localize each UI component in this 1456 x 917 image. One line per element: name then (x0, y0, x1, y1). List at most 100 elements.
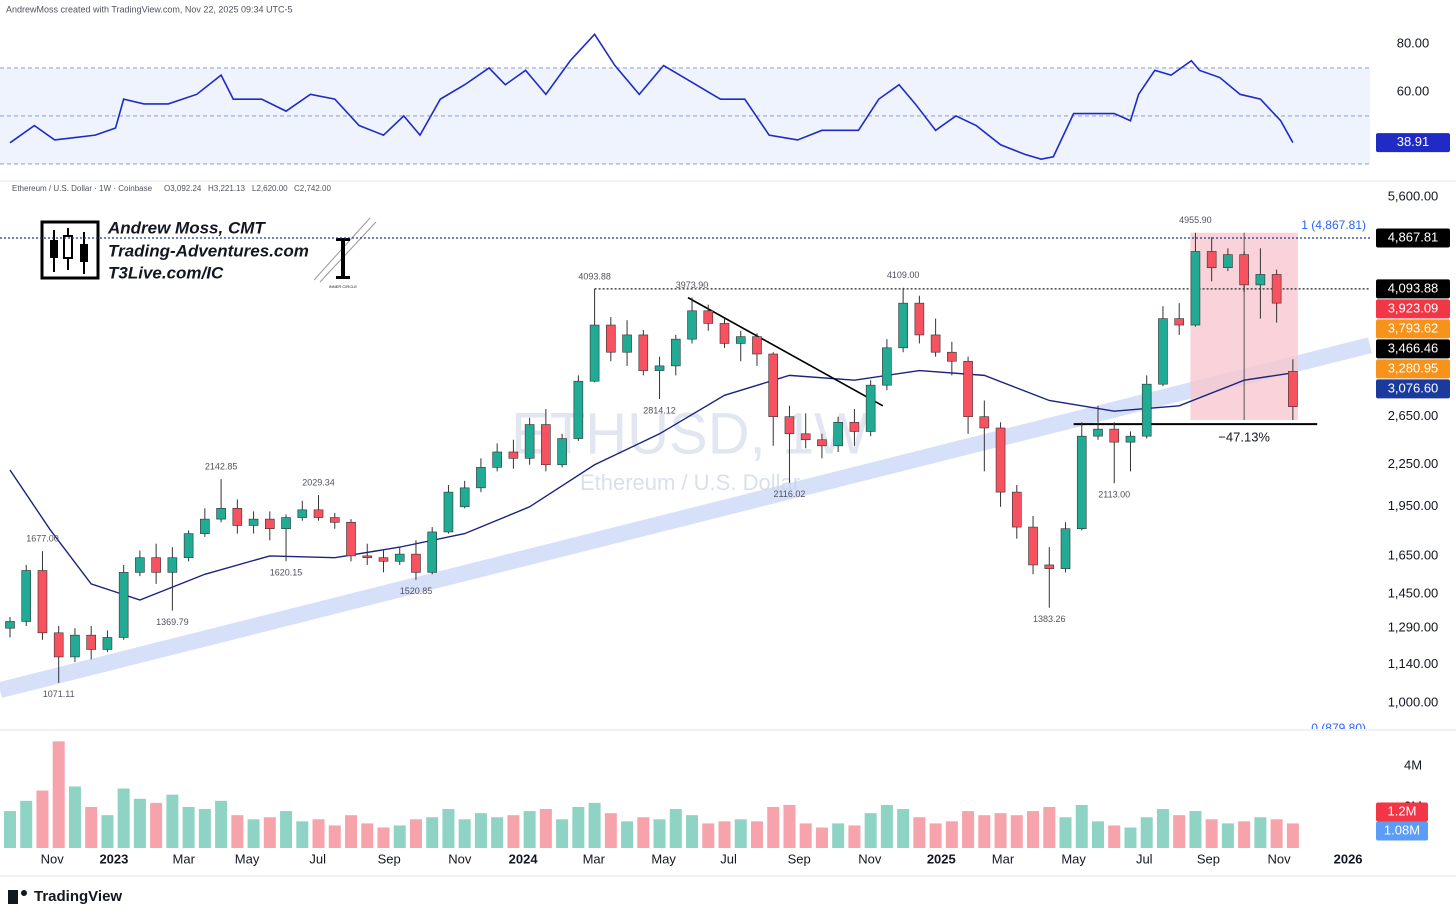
legend-high: H3,221.13 (208, 184, 245, 193)
candle-body (589, 324, 600, 382)
price-label: 3,923.09 (1388, 300, 1439, 315)
price-annotation: 1383.26 (1033, 614, 1066, 624)
price-annotation: 2116.02 (774, 489, 806, 499)
legend-close: C2,742.00 (294, 184, 331, 193)
candle-body (1271, 274, 1282, 304)
candle-body (963, 360, 973, 417)
volume-bar (280, 811, 293, 848)
volume-bar (994, 813, 1007, 848)
candle-body (865, 384, 876, 432)
candle-body (1060, 528, 1071, 569)
volume-bar (653, 819, 666, 848)
price-label-box (1376, 359, 1450, 379)
price-annotation: 2814.12 (643, 405, 676, 415)
price-label: 3,793.62 (1388, 320, 1439, 335)
volume-bar (978, 815, 991, 848)
price-annotation: 1677.00 (26, 534, 59, 544)
volume-bar (442, 809, 455, 848)
volume-bar (588, 802, 601, 848)
candle-body (606, 324, 616, 353)
candle-body (573, 380, 584, 439)
candle-body (1223, 254, 1233, 268)
volume-bar (117, 788, 130, 848)
volume-bar (929, 823, 942, 848)
rsi-last-box (1376, 133, 1450, 153)
x-tick-label: Sep (788, 851, 811, 866)
candle-body (752, 336, 762, 355)
volume-bar (1091, 821, 1104, 848)
price-tick-label: 1,950.00 (1388, 498, 1439, 513)
candle-body (1028, 526, 1038, 566)
volume-bar (312, 819, 325, 848)
volume-bar (767, 806, 780, 848)
price-annotation: 1071.11 (43, 689, 75, 699)
candle-body (232, 508, 243, 526)
price-annotation: 2029.34 (302, 477, 335, 487)
fib-label: 1 (4,867.81) (1301, 218, 1366, 232)
volume-bar (718, 821, 731, 848)
volume-bar (1124, 827, 1137, 848)
x-tick-label: Mar (173, 851, 196, 866)
price-annotation: 4093.88 (578, 271, 611, 281)
candle-body (719, 323, 730, 344)
volume-bar (897, 809, 910, 848)
volume-bar (133, 798, 146, 848)
volume-bar (1205, 819, 1218, 848)
candle-body (882, 347, 892, 386)
volume-bar (572, 806, 585, 848)
candle-body (1255, 274, 1266, 286)
candle-body (281, 517, 291, 530)
volume-bar (1108, 825, 1121, 848)
candle-body (5, 621, 15, 629)
price-label: 4,867.81 (1388, 229, 1439, 244)
volume-bar (458, 819, 471, 848)
x-tick-label: Jul (309, 851, 326, 866)
candle-body (849, 421, 860, 432)
volume-bar (556, 819, 569, 848)
legend-low: L2,620.00 (252, 184, 288, 193)
volume-tick-label: 4M (1404, 757, 1422, 772)
price-annotation: 2142.85 (205, 461, 238, 471)
candle-body (817, 439, 827, 447)
candle-body (638, 334, 649, 371)
candle-body (687, 310, 697, 340)
volume-bar (523, 811, 536, 848)
candle-body (216, 508, 226, 520)
x-tick-label: 2024 (509, 851, 539, 866)
candle-body (86, 634, 96, 650)
volume-bar (1010, 815, 1023, 848)
x-tick-label: May (1061, 851, 1086, 866)
candle-body (459, 487, 470, 508)
credit: AndrewMoss created with TradingView.com,… (6, 4, 292, 14)
watermark-name: Ethereum / U.S. Dollar (580, 470, 800, 495)
price-annotation: 3973.90 (676, 280, 709, 290)
volume-bar (3, 811, 16, 848)
volume-bar (621, 821, 634, 848)
candle-body (151, 557, 161, 573)
volume-bar (166, 794, 179, 848)
x-tick-label: Nov (448, 851, 472, 866)
x-tick-label: May (651, 851, 676, 866)
candle-body (362, 555, 373, 558)
candle-body (248, 518, 259, 526)
footer-brand: TradingView (34, 888, 122, 905)
candle-body (394, 553, 405, 562)
price-label: 3,466.46 (1388, 340, 1439, 355)
price-label-box (1376, 379, 1450, 399)
x-tick-label: Mar (992, 851, 1015, 866)
candle-body (1076, 435, 1087, 530)
rsi-tick-label: 80.00 (1397, 35, 1430, 50)
x-tick-label: Nov (1267, 851, 1291, 866)
volume-bar (783, 804, 796, 848)
rsi-last-label: 38.91 (1397, 134, 1430, 149)
volume-bar (101, 815, 114, 848)
trendline (687, 296, 884, 407)
fib-label: 0 (879.80) (1311, 721, 1366, 735)
candle-body (135, 557, 145, 573)
volume-bar (1173, 815, 1186, 848)
x-tick-label: 2026 (1334, 851, 1363, 866)
volume-bar (1286, 823, 1299, 848)
volume-bar (215, 800, 228, 848)
volume-bar (669, 809, 682, 848)
volume-bar (36, 790, 49, 848)
